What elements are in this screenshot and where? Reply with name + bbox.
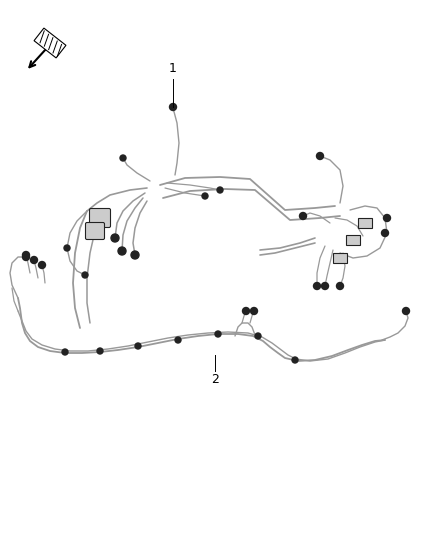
Circle shape <box>321 282 328 289</box>
Circle shape <box>255 333 261 339</box>
Circle shape <box>120 155 126 161</box>
Circle shape <box>170 103 177 110</box>
FancyBboxPatch shape <box>85 222 105 239</box>
Circle shape <box>175 337 181 343</box>
Circle shape <box>82 272 88 278</box>
Circle shape <box>22 252 29 259</box>
Text: 1: 1 <box>169 62 177 75</box>
Circle shape <box>217 187 223 193</box>
Circle shape <box>292 357 298 363</box>
Circle shape <box>202 193 208 199</box>
Circle shape <box>131 251 139 259</box>
Bar <box>34 28 66 58</box>
Text: 2: 2 <box>211 373 219 386</box>
Circle shape <box>251 308 258 314</box>
Circle shape <box>39 262 46 269</box>
Circle shape <box>215 331 221 337</box>
Bar <box>358 218 372 228</box>
Circle shape <box>111 234 119 242</box>
FancyBboxPatch shape <box>89 208 110 228</box>
Circle shape <box>300 213 307 220</box>
Circle shape <box>336 282 343 289</box>
Circle shape <box>243 308 250 314</box>
Circle shape <box>314 282 321 289</box>
Circle shape <box>97 348 103 354</box>
Bar <box>333 253 347 263</box>
Circle shape <box>64 245 70 251</box>
Circle shape <box>22 254 29 261</box>
Circle shape <box>381 230 389 237</box>
Circle shape <box>135 343 141 349</box>
Circle shape <box>118 247 126 255</box>
Circle shape <box>62 349 68 355</box>
Bar <box>346 235 360 245</box>
Circle shape <box>317 152 324 159</box>
Circle shape <box>403 308 410 314</box>
Circle shape <box>384 214 391 222</box>
Circle shape <box>31 256 38 263</box>
